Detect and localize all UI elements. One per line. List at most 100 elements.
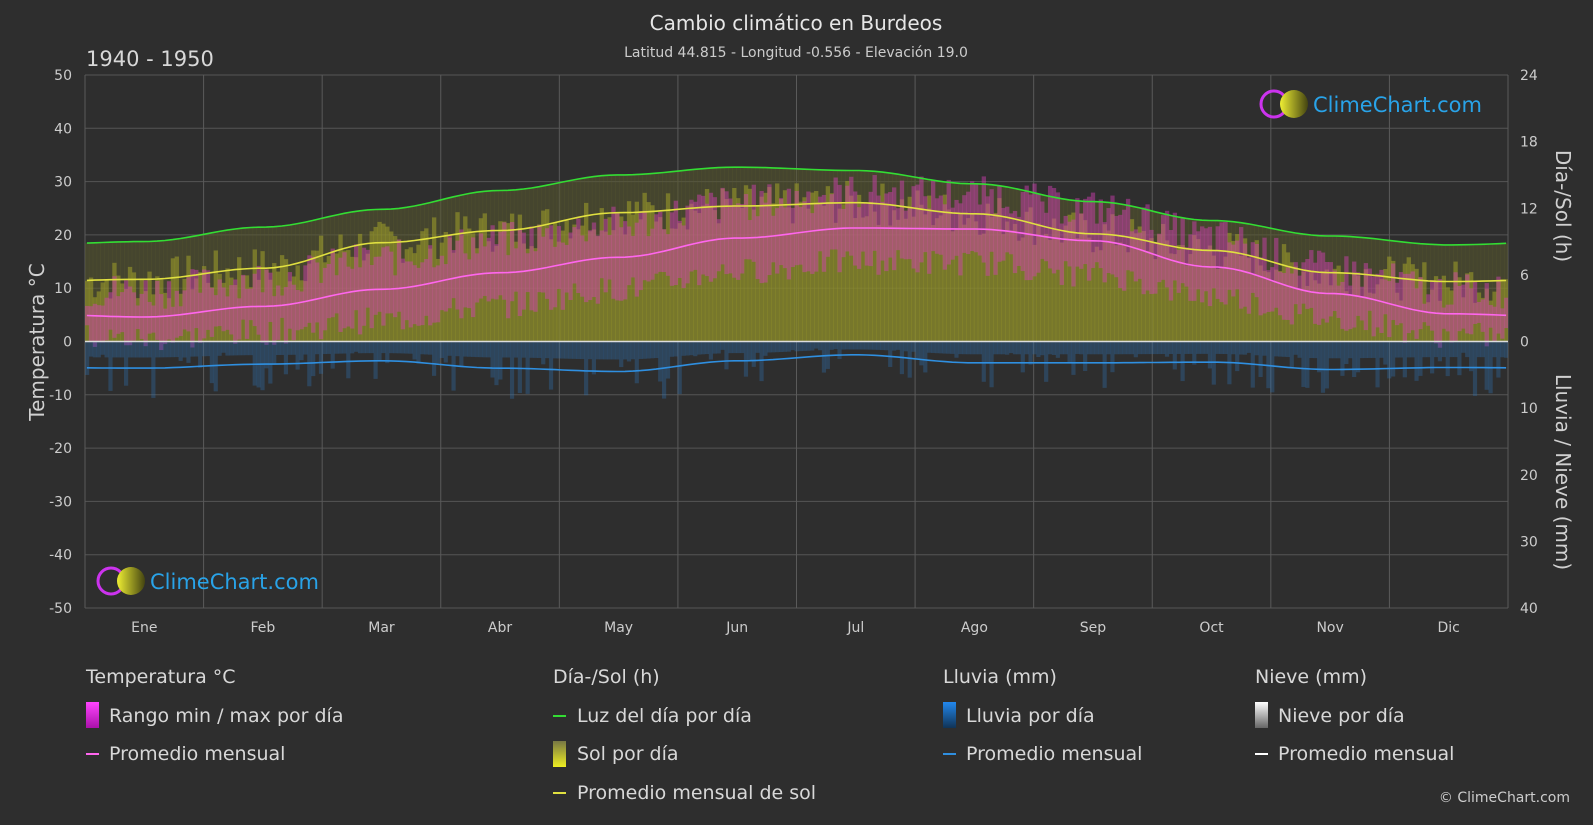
sun-bar [786, 207, 792, 342]
rain-bar [1071, 341, 1076, 375]
sun-bar [739, 207, 745, 342]
temp-range-bar [1211, 250, 1217, 289]
rain-bar [1504, 341, 1508, 358]
sun-bar [966, 218, 971, 342]
temp-range-bar [1137, 232, 1142, 279]
temp-range-bar [548, 225, 554, 310]
temp-range-bar [1363, 263, 1369, 331]
sun-bar [1137, 226, 1142, 342]
sun-bar [626, 201, 632, 342]
rain-bar [470, 341, 476, 357]
rain-bar [548, 341, 554, 390]
sun-bar [728, 206, 733, 342]
rain-bar [369, 341, 374, 354]
sun-bar [700, 205, 706, 342]
rain-bar [771, 341, 776, 353]
rain-bar [700, 341, 706, 355]
rain-bar [934, 341, 940, 354]
rain-bar [1433, 341, 1439, 358]
rain-bar [1231, 341, 1236, 355]
sun-bar [591, 229, 597, 342]
rain-bar [1293, 341, 1298, 355]
sun-bar [1044, 233, 1049, 342]
y-right-hours-tick-label: 12 [1520, 201, 1538, 217]
rain-bar [720, 341, 725, 350]
sun-bar [1207, 245, 1213, 342]
temp-range-bar [1083, 198, 1088, 265]
rain-bar [1437, 341, 1443, 362]
sun-bar [572, 224, 577, 342]
rain-bar [1133, 341, 1138, 358]
temp-range-bar [470, 237, 476, 318]
temp-range-bar [268, 272, 273, 322]
rain-bar [361, 341, 367, 354]
rain-bar [931, 341, 936, 353]
temp-range-bar [638, 211, 643, 291]
temp-range-bar [151, 305, 156, 333]
temp-range-bar [1086, 196, 1092, 281]
rain-bar [108, 341, 113, 391]
temp-range-bar [1504, 297, 1508, 329]
sun-bar [525, 248, 530, 342]
temp-range-bar [1352, 261, 1357, 328]
sun-bar [1293, 266, 1298, 342]
rain-bar [1168, 341, 1174, 354]
rain-bar [1008, 341, 1014, 354]
temp-range-bar [724, 191, 729, 275]
rain-bar [1145, 341, 1150, 355]
sun-bar [1277, 271, 1283, 342]
rain-bar [1196, 341, 1201, 354]
rain-bar [958, 341, 963, 355]
x-tick-label: Nov [1316, 620, 1343, 636]
temp-range-bar [369, 264, 374, 329]
rain-bar [572, 341, 577, 359]
sun-bar [537, 224, 542, 342]
rain-bar [151, 341, 156, 398]
sun-bar [1094, 246, 1100, 342]
series-lines [85, 166, 1508, 373]
temp-range-bar [1336, 285, 1341, 318]
sun-bar [326, 255, 332, 342]
rain-bar [708, 341, 713, 360]
temp-range-bar [1371, 276, 1376, 337]
sun-bar [950, 231, 955, 342]
rain-bar [1344, 341, 1349, 365]
temp-range-bar [143, 280, 148, 347]
temp-range-bar [634, 222, 640, 297]
rain-bar [494, 341, 499, 386]
sun-bar [712, 210, 717, 342]
rain-bar [1410, 341, 1415, 358]
sun-bar [385, 226, 390, 342]
rain-bar [1277, 341, 1283, 357]
temp-range-bar [1145, 204, 1150, 291]
daylight-bar [92, 242, 98, 342]
temp-range-bar [1391, 263, 1396, 321]
rain-bar [1391, 341, 1396, 377]
temp-range-bar [1012, 210, 1018, 274]
temp-range-bar [1309, 250, 1314, 308]
rain-bar [342, 341, 347, 354]
rain-bar [486, 341, 491, 358]
temp-range-bar [966, 191, 971, 255]
temp-range-bar [950, 207, 955, 260]
rain-bar [287, 341, 292, 355]
sun-bar [209, 287, 215, 342]
rain-bar [1285, 341, 1290, 358]
sun-bar [474, 248, 480, 342]
rain-bar [139, 341, 144, 358]
temp-range-bar [467, 259, 472, 309]
rain-bar [412, 341, 417, 360]
rain-bar [1422, 341, 1427, 358]
rain-bar [681, 341, 686, 356]
temp-range-bar [420, 262, 425, 326]
rain-bar [396, 341, 402, 354]
sun-bar [1051, 218, 1057, 342]
temp-range-bar [1040, 201, 1045, 259]
temp-range-bar [1149, 229, 1154, 295]
temp-range-bar [100, 305, 105, 343]
sun-bar [166, 298, 172, 342]
sun-bar [1469, 272, 1474, 342]
temp-range-bar [623, 221, 628, 300]
rain-bar [240, 341, 246, 356]
x-tick-label: Dic [1438, 620, 1460, 636]
